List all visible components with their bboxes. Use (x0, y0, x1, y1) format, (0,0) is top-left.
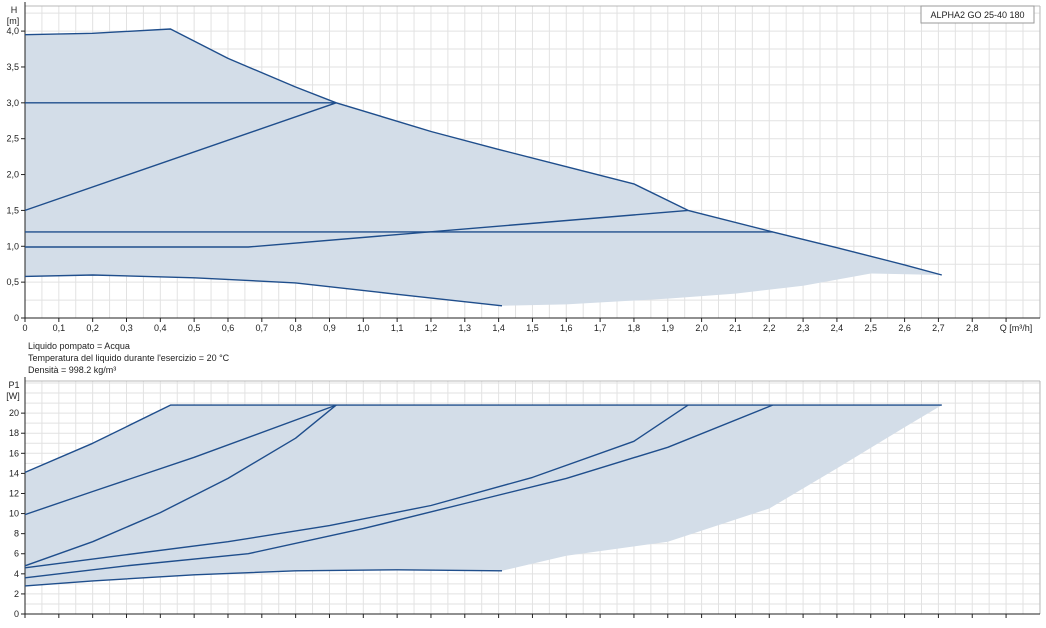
head-y-tick-label: 1,5 (6, 205, 19, 215)
head-x-tick-label: 2,0 (695, 323, 708, 333)
head-x-tick-label: 0 (22, 323, 27, 333)
head-panel (21, 2, 1041, 322)
power-y-tick-label: 6 (14, 549, 19, 559)
power-y-tick-label: 20 (9, 408, 19, 418)
head-curve-5 (25, 209, 689, 248)
power-y-tick-label: 12 (9, 488, 19, 498)
head-y-tick-label: 0,5 (6, 277, 19, 287)
head-y-tick-label: 4,0 (6, 26, 19, 36)
power-y-axis-title: P1 (8, 380, 19, 390)
power-curve-5 (24, 404, 773, 579)
head-x-tick-label: 2,8 (966, 323, 979, 333)
power-operating-area (25, 405, 942, 586)
power-y-tick-label: 18 (9, 428, 19, 438)
head-curve-1 (24, 28, 942, 276)
head-x-tick-label: 1,5 (526, 323, 539, 333)
power-y-tick-label: 2 (14, 589, 19, 599)
head-curve-6 (24, 274, 503, 307)
head-y-axis-unit: [m] (7, 16, 20, 26)
head-x-tick-label: 2,5 (864, 323, 877, 333)
power-curve-3 (24, 404, 337, 567)
head-y-axis-title: H (11, 5, 18, 15)
model-label: ALPHA2 GO 25-40 180 (930, 10, 1024, 20)
head-x-tick-label: 0,1 (53, 323, 66, 333)
head-x-tick-label: 0,6 (222, 323, 235, 333)
head-x-tick-label: 2,2 (763, 323, 776, 333)
head-x-tick-label: 0,9 (323, 323, 336, 333)
head-x-tick-label: 0,5 (188, 323, 201, 333)
power-y-tick-label: 10 (9, 509, 19, 519)
head-x-tick-label: 1,0 (357, 323, 370, 333)
head-y-tick-label: 1,0 (6, 241, 19, 251)
head-x-axis-title: Q [m³/h] (1000, 323, 1033, 333)
head-x-tick-label: 0,3 (120, 323, 133, 333)
head-x-tick-label: 0,2 (86, 323, 99, 333)
head-x-tick-label: 1,3 (459, 323, 472, 333)
head-x-tick-label: 0,7 (256, 323, 269, 333)
head-x-tick-label: 2,1 (729, 323, 742, 333)
head-x-tick-label: 0,8 (289, 323, 302, 333)
info-density: Densità = 998.2 kg/m³ (28, 365, 117, 375)
head-x-tick-label: 1,8 (628, 323, 641, 333)
head-x-tick-label: 1,2 (425, 323, 438, 333)
head-x-tick-label: 1,7 (594, 323, 607, 333)
info-pumped-liquid: Liquido pompato = Acqua (28, 341, 130, 351)
power-curve-1 (24, 404, 942, 474)
power-y-tick-label: 4 (14, 569, 19, 579)
head-x-tick-label: 1,6 (560, 323, 573, 333)
head-y-tick-label: 3,0 (6, 98, 19, 108)
power-y-tick-label: 16 (9, 448, 19, 458)
head-x-tick-label: 1,4 (492, 323, 505, 333)
head-x-tick-label: 1,9 (662, 323, 675, 333)
head-y-tick-label: 2,5 (6, 134, 19, 144)
head-x-tick-label: 2,4 (831, 323, 844, 333)
head-y-tick-label: 0 (14, 313, 19, 323)
power-y-axis-unit: [W] (6, 391, 20, 401)
info-liquid-temperature: Temperatura del liquido durante l'eserci… (28, 353, 230, 363)
power-y-tick-label: 0 (14, 609, 19, 619)
model-label-box (920, 5, 1035, 24)
head-x-tick-label: 2,3 (797, 323, 810, 333)
power-y-tick-label: 14 (9, 468, 19, 478)
head-x-tick-label: 0,4 (154, 323, 167, 333)
head-y-tick-label: 2,0 (6, 170, 19, 180)
power-panel (21, 377, 1041, 618)
head-x-tick-label: 2,7 (932, 323, 945, 333)
head-curve-3 (24, 102, 337, 212)
head-x-tick-label: 2,6 (898, 323, 911, 333)
power-y-tick-label: 8 (14, 529, 19, 539)
head-y-tick-label: 3,5 (6, 62, 19, 72)
head-operating-area (25, 29, 942, 306)
power-curve-6 (24, 569, 503, 587)
power-curve-2 (24, 404, 337, 516)
head-x-tick-label: 1,1 (391, 323, 404, 333)
power-curve-4 (24, 404, 689, 569)
